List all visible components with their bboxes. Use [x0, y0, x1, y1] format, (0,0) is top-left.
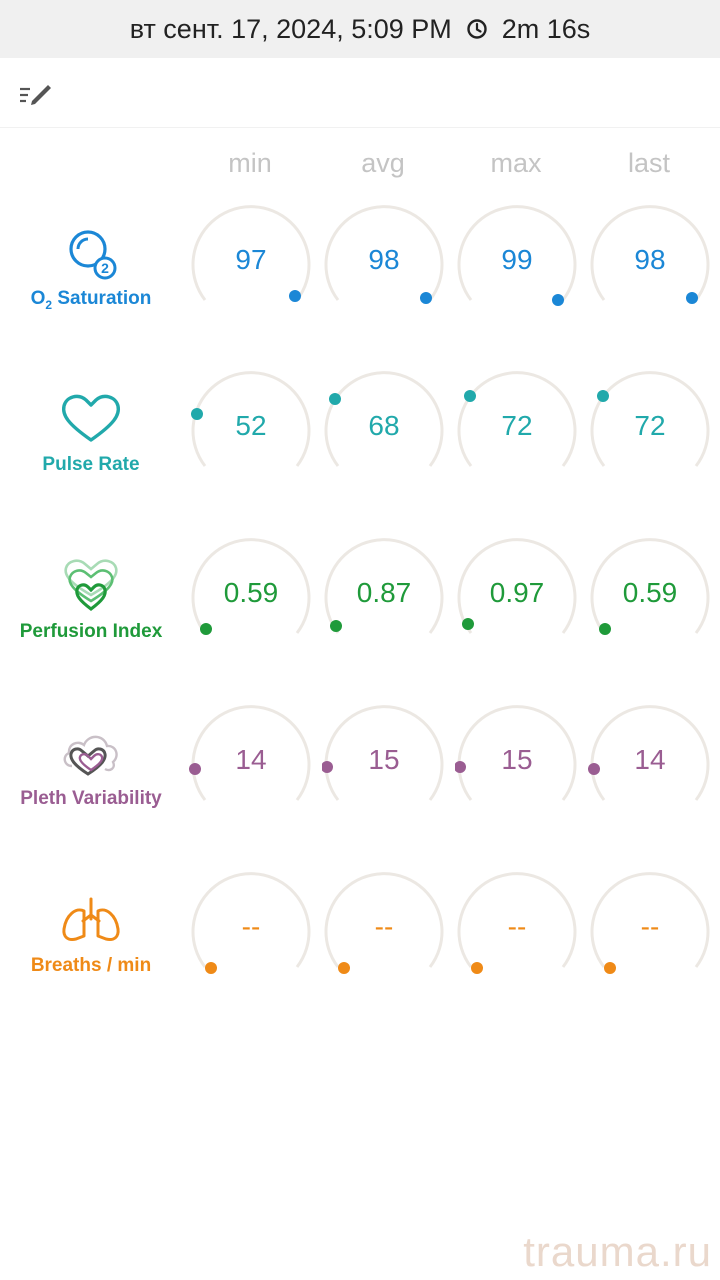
- gauge-value: 98: [634, 244, 666, 275]
- toolbar: [0, 58, 720, 128]
- metric-breaths-per-min: Breaths / min: [0, 869, 182, 999]
- gauge-value: 14: [634, 744, 666, 775]
- gauge-value: 98: [368, 244, 400, 275]
- gauge-value: --: [241, 911, 261, 942]
- metric-label: O2 Saturation: [30, 288, 152, 312]
- gauge-value: 99: [501, 244, 533, 275]
- gauge-value: 97: [235, 244, 267, 275]
- gauge-last: --: [588, 869, 712, 999]
- gauge-max: 0.97: [455, 535, 579, 665]
- gauge-avg: 68: [322, 368, 446, 498]
- gauge-max: 72: [455, 368, 579, 498]
- metric-label: Pulse Rate: [42, 454, 140, 475]
- metric-row-perfusion-index[interactable]: Perfusion Index 0.59 0.87 0.97 0.59: [0, 535, 720, 665]
- gauge-value: 0.59: [223, 577, 279, 608]
- column-header-avg: avg: [361, 148, 405, 178]
- gauge-value: 52: [235, 410, 267, 441]
- gauge-last: 14: [588, 702, 712, 832]
- gauge-value: 14: [235, 744, 267, 775]
- gauge-value: 68: [368, 410, 400, 441]
- gauge-min: 97: [189, 202, 313, 332]
- column-header-last: last: [627, 148, 671, 178]
- metric-row-breaths-per-min[interactable]: Breaths / min -- -- -- --: [0, 869, 720, 999]
- gauge-value: --: [507, 911, 527, 942]
- gauge-last: 0.59: [588, 535, 712, 665]
- metric-pulse-rate: Pulse Rate: [0, 368, 182, 498]
- gauge-value: --: [640, 911, 660, 942]
- gauge-avg: 0.87: [322, 535, 446, 665]
- edit-list-icon: [20, 85, 51, 105]
- gauge-last: 98: [588, 202, 712, 332]
- gauge-max: 99: [455, 202, 579, 332]
- lungs-icon: [62, 897, 120, 941]
- status-header: вт сент. 17, 2024, 5:09 PM 2m 16s: [0, 0, 720, 58]
- edit-list-button[interactable]: [14, 76, 58, 110]
- watermark: trauma.ru: [523, 1228, 712, 1275]
- session-datetime: вт сент. 17, 2024, 5:09 PM: [129, 13, 452, 44]
- gauge-value: 72: [634, 410, 666, 441]
- layered-hearts-icon: [64, 559, 118, 612]
- gauge-min: 0.59: [189, 535, 313, 665]
- column-header-max: max: [490, 148, 542, 178]
- gauge-min: 52: [189, 368, 313, 498]
- metric-perfusion-index: Perfusion Index: [0, 535, 182, 665]
- metric-pleth-variability: Pleth Variability: [0, 702, 182, 832]
- gauge-min: 14: [189, 702, 313, 832]
- clock-icon: [466, 18, 488, 40]
- session-duration: 2m 16s: [501, 13, 591, 44]
- metric-o2-saturation: 2 O2 Saturation: [0, 202, 182, 332]
- heart-icon: [61, 394, 121, 442]
- gauge-value: 0.87: [356, 577, 412, 608]
- gauge-value: 15: [368, 744, 400, 775]
- gauge-avg: 98: [322, 202, 446, 332]
- gauge-avg: --: [322, 869, 446, 999]
- metric-label: Perfusion Index: [19, 621, 163, 642]
- metric-row-pleth-variability[interactable]: Pleth Variability 14 15 15 14: [0, 702, 720, 832]
- metric-row-pulse-rate[interactable]: Pulse Rate 52 68 72 72: [0, 368, 720, 498]
- gauge-max: 15: [455, 702, 579, 832]
- gauge-value: 0.59: [622, 577, 678, 608]
- metric-label: Breaths / min: [30, 955, 152, 976]
- metric-label: Pleth Variability: [20, 788, 162, 809]
- gauge-value: 15: [501, 744, 533, 775]
- gauge-value: 0.97: [489, 577, 545, 608]
- metric-row-o2-saturation[interactable]: 2 O2 Saturation 97 98 99 98: [0, 202, 720, 332]
- o2-bubble-icon: 2: [69, 230, 117, 280]
- gauge-last: 72: [588, 368, 712, 498]
- heart-cloud-icon: [63, 735, 118, 776]
- gauge-max: --: [455, 869, 579, 999]
- gauge-value: 72: [501, 410, 533, 441]
- gauge-value: --: [374, 911, 394, 942]
- column-header-min: min: [228, 148, 272, 178]
- gauge-min: --: [189, 869, 313, 999]
- gauge-avg: 15: [322, 702, 446, 832]
- svg-text:2: 2: [101, 260, 109, 276]
